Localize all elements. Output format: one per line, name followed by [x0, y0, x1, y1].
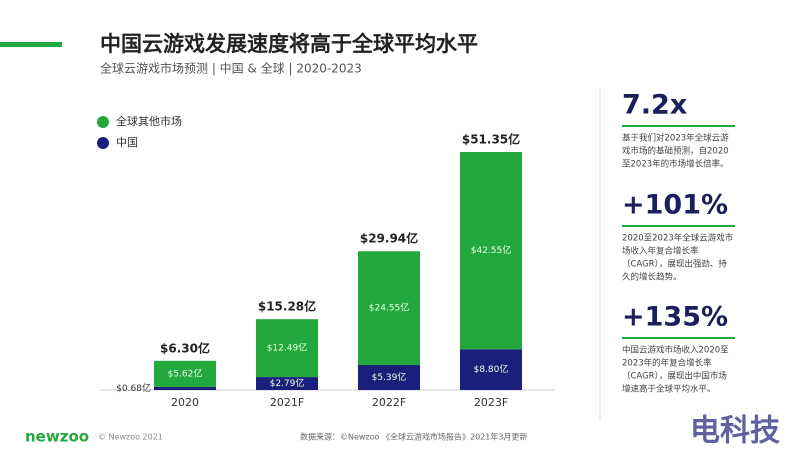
bar-segment: [460, 152, 522, 350]
total-label: $6.30亿: [160, 340, 210, 355]
legend-label: 全球其他市场: [116, 114, 182, 128]
total-label: $15.28亿: [258, 299, 316, 314]
x-tick-label: 2021F: [270, 396, 304, 409]
stat-desc: 2023年的年复合增长率: [622, 358, 712, 369]
stat-desc: 增速高于全球平均水平。: [622, 384, 716, 395]
bar-segment: [358, 251, 420, 366]
stat-desc: 久的增长趋势。: [622, 272, 682, 283]
stat-desc: 中国云游戏市场收入2020至: [622, 345, 729, 356]
stat-desc: 场收入年复合增长率: [622, 246, 699, 257]
bar-segment: [256, 377, 318, 390]
x-tick-label: 2022F: [372, 396, 406, 409]
watermark: 电科技: [690, 414, 780, 449]
bar-segment: [256, 319, 318, 378]
total-label: $51.35亿: [462, 132, 520, 147]
x-tick-label: 2023F: [474, 396, 508, 409]
subtitle: 全球云游戏市场预测 | 中国 & 全球 | 2020-2023: [100, 61, 362, 76]
stat-desc: 基于我们对2023年全球云游: [622, 133, 729, 144]
legend-label: 中国: [116, 136, 138, 149]
stat-desc: （CAGR），展现出强劲、持: [622, 259, 727, 270]
value-label: $24.55亿: [369, 302, 410, 314]
stat-desc: 至2023年的市场增长倍率。: [622, 159, 729, 170]
bar-segment: [154, 360, 216, 387]
source: 数据来源：©Newzoo 《全球云游戏市场报告》2021年3月更新: [300, 432, 527, 442]
copyright: © Newzoo 2021: [98, 433, 163, 442]
brand: newzoo: [25, 428, 89, 446]
title: 中国云游戏发展速度将高于全球平均水平: [100, 32, 478, 56]
stat-value: +101%: [622, 190, 728, 221]
legend-swatch: [97, 137, 109, 149]
value-label: $42.55亿: [471, 244, 512, 256]
value-label: $8.80亿: [474, 363, 509, 375]
accent-bar: [0, 42, 62, 47]
stat-value: 7.2x: [622, 90, 687, 121]
value-label: $0.68亿: [116, 382, 151, 394]
stat-desc: （CAGR），展现出中国市场: [622, 371, 727, 382]
stat-desc: 2020至2023年全球云游戏市: [622, 233, 734, 244]
value-label: $12.49亿: [267, 342, 308, 354]
bar-segment: [358, 365, 420, 390]
stat-desc: 戏市场的基础预测，自2020: [622, 146, 729, 157]
x-tick-label: 2020: [171, 396, 199, 409]
value-label: $2.79亿: [270, 377, 305, 389]
total-label: $29.94亿: [360, 231, 418, 246]
legend-swatch: [97, 116, 109, 128]
value-label: $5.39亿: [372, 371, 407, 383]
bar-segment: [154, 386, 216, 390]
value-label: $5.62亿: [168, 367, 203, 379]
stat-value: +135%: [622, 302, 728, 333]
bar-segment: [460, 349, 522, 390]
